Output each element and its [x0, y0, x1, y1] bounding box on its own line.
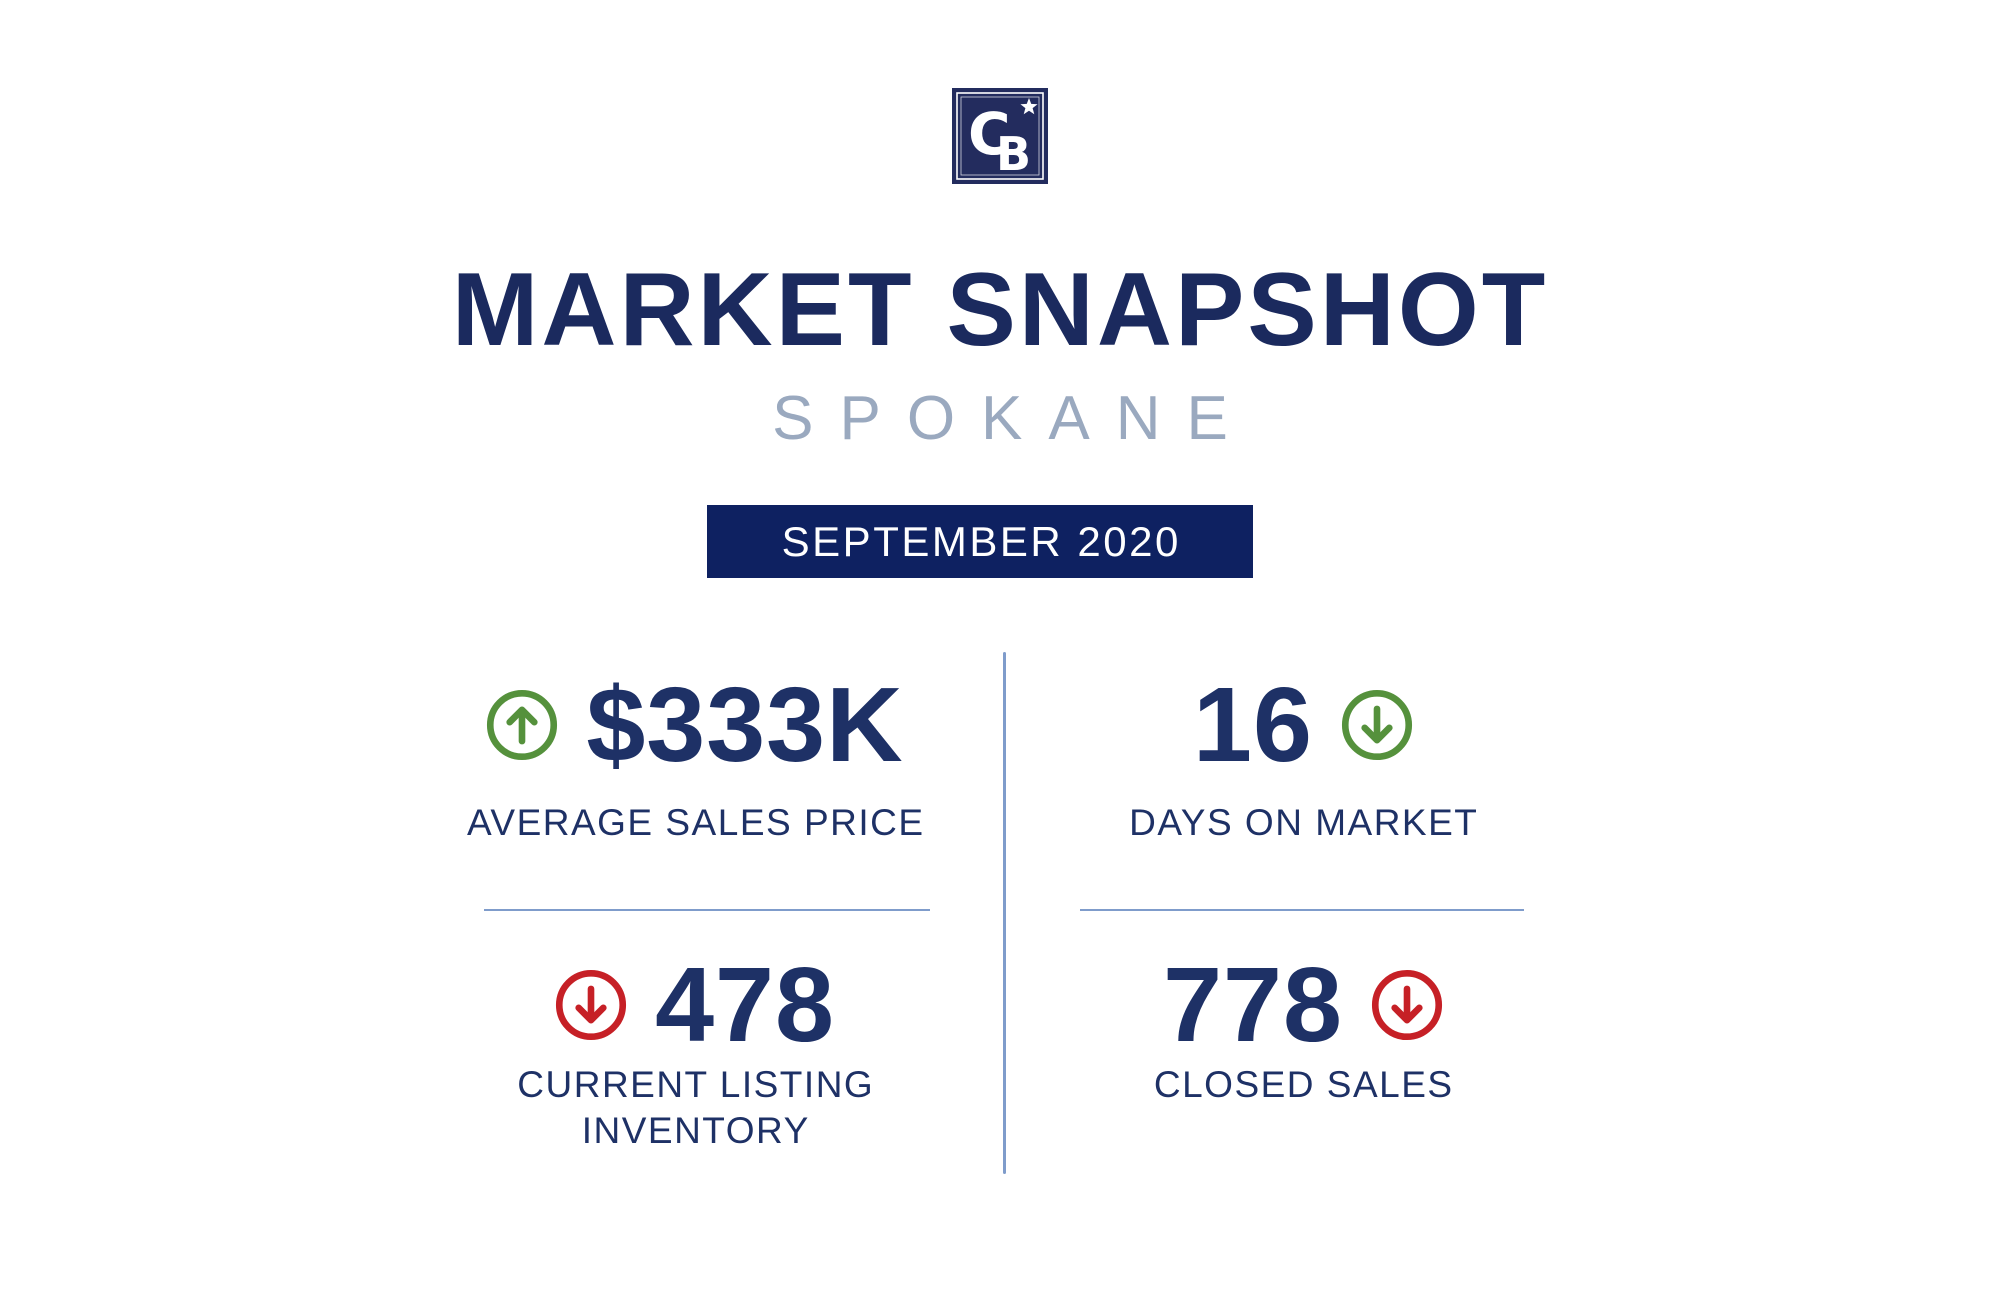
- period-label: SEPTEMBER 2020: [781, 517, 1181, 565]
- period-banner: SEPTEMBER 2020: [707, 505, 1253, 578]
- down-arrow-circle-icon: [1341, 689, 1413, 761]
- stat-label-closed-sales: CLOSED SALES: [1153, 1064, 1454, 1105]
- stat-value-closed-sales: 778: [1163, 946, 1343, 1064]
- stat-value-current-listing-inventory: 478: [655, 946, 835, 1064]
- stat-average-sales-price: $333K: [390, 660, 1000, 790]
- down-arrow-circle-icon: [555, 969, 627, 1041]
- stat-current-listing-inventory: 478: [390, 940, 1000, 1070]
- logo-letter-b: B: [996, 127, 1031, 181]
- coldwell-banker-logo: C B: [952, 88, 1048, 184]
- cb-monogram-icon: C B: [952, 88, 1048, 184]
- horizontal-divider-right: [1080, 909, 1524, 911]
- stat-value-days-on-market: 16: [1193, 666, 1313, 784]
- star-icon: [1020, 98, 1038, 115]
- stat-label-current-listing-inventory: CURRENT LISTING INVENTORY: [517, 1064, 875, 1151]
- page-title: MARKET SNAPSHOT: [451, 252, 1549, 368]
- stat-label-days-on-market: DAYS ON MARKET: [1129, 802, 1479, 843]
- stat-days-on-market: 16: [1006, 660, 1600, 790]
- horizontal-divider-left: [484, 909, 930, 911]
- logo-letter-c: C: [968, 100, 1011, 168]
- stat-closed-sales: 778: [1006, 940, 1600, 1070]
- stat-value-average-sales-price: $333K: [586, 666, 904, 784]
- down-arrow-circle-icon: [1371, 969, 1443, 1041]
- stat-label-average-sales-price: AVERAGE SALES PRICE: [466, 802, 925, 843]
- vertical-divider: [1003, 652, 1006, 1174]
- page-subtitle: SPOKANE: [772, 384, 1254, 453]
- up-arrow-circle-icon: [486, 689, 558, 761]
